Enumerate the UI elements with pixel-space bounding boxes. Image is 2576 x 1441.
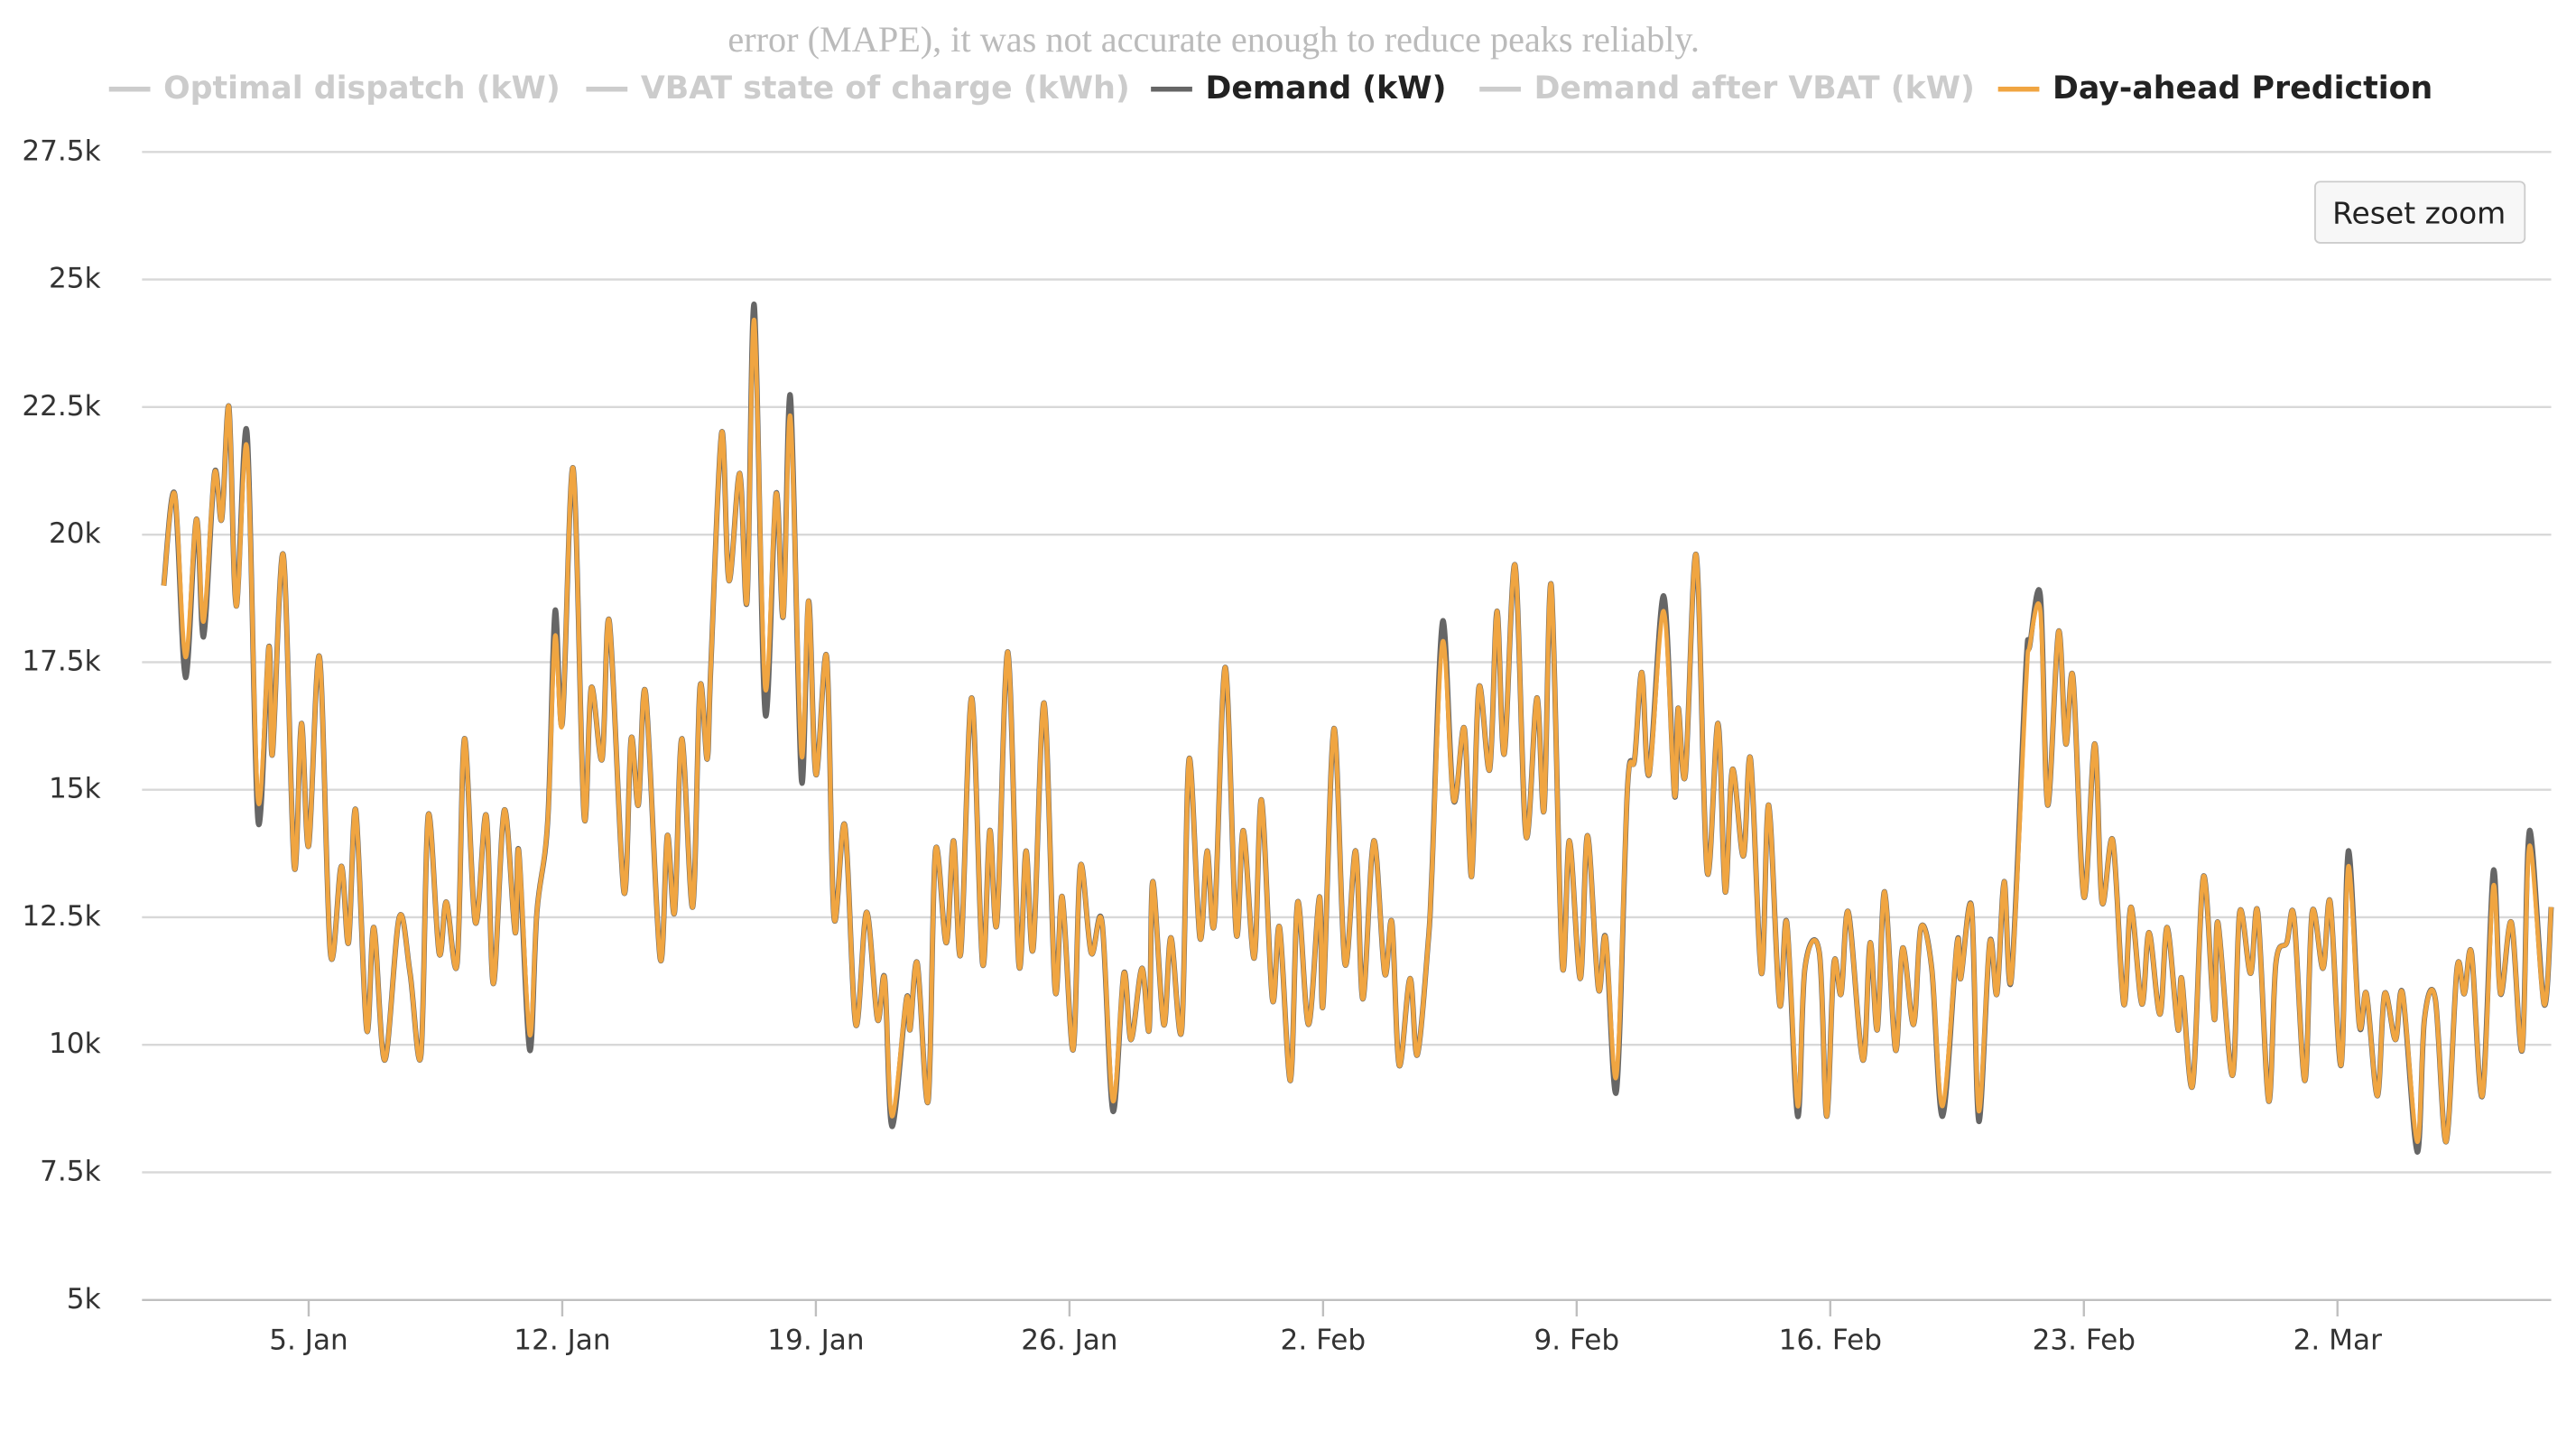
reset-zoom-label[interactable]: Reset zoom (2332, 195, 2506, 230)
y-tick-label: 15k (49, 773, 101, 805)
legend-label[interactable]: Demand (kW) (1206, 70, 1447, 107)
y-tick-label: 22.5k (22, 390, 100, 423)
reset-zoom-button[interactable] (2314, 181, 2526, 244)
x-tick-label: 12. Jan (514, 1325, 610, 1357)
x-tick-label: 16. Feb (1779, 1325, 1882, 1357)
y-tick-label: 17.5k (22, 645, 100, 677)
x-tick-label: 9. Feb (1534, 1325, 1620, 1357)
x-tick-label: 5. Jan (269, 1325, 347, 1357)
y-tick-label: 5k (67, 1283, 101, 1315)
x-tick-label: 2. Feb (1281, 1325, 1367, 1357)
legend-item[interactable]: Demand after VBAT (kW) (1479, 70, 1975, 107)
x-tick-label: 2. Mar (2293, 1325, 2382, 1357)
legend-label[interactable]: Optimal dispatch (kW) (163, 70, 561, 107)
x-tick-label: 26. Jan (1021, 1325, 1117, 1357)
y-tick-label: 7.5k (40, 1155, 100, 1187)
legend-label[interactable]: VBAT state of charge (kWh) (641, 70, 1130, 107)
series-line (161, 302, 2554, 1155)
y-tick-label: 25k (49, 263, 101, 295)
reset-zoom[interactable]: Reset zoom (2314, 181, 2526, 244)
y-tick-label: 10k (49, 1027, 101, 1060)
legend-item[interactable]: Day-ahead Prediction (1997, 70, 2433, 107)
y-tick-label: 12.5k (22, 900, 100, 933)
legend-label[interactable]: Day-ahead Prediction (2052, 70, 2432, 107)
page-text: error (MAPE), it was not accurate enough… (727, 19, 1700, 60)
legend-item[interactable]: Optimal dispatch (kW) (108, 70, 561, 107)
x-tick-label: 19. Jan (767, 1325, 864, 1357)
y-tick-label: 27.5k (22, 135, 100, 167)
legend-item[interactable]: VBAT state of charge (kWh) (586, 70, 1130, 107)
legend-item[interactable]: Demand (kW) (1151, 70, 1447, 107)
y-tick-label: 20k (49, 517, 101, 550)
x-tick-label: 23. Feb (2033, 1325, 2136, 1357)
series-line (162, 318, 2553, 1144)
legend-label[interactable]: Demand after VBAT (kW) (1534, 70, 1975, 107)
